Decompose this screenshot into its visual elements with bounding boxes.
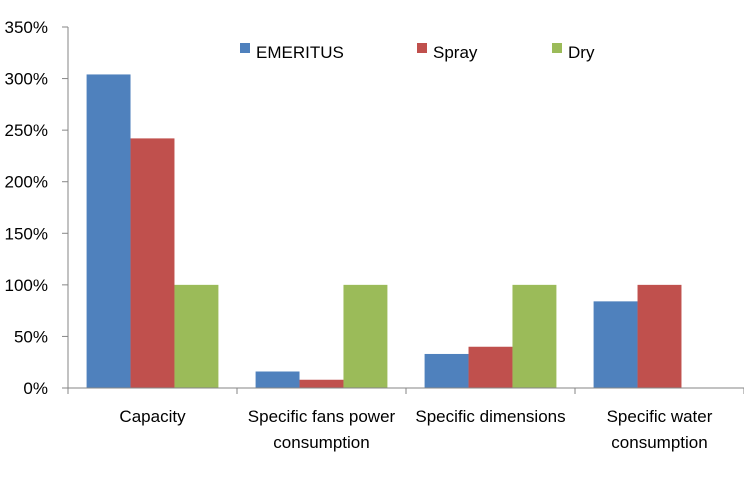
bar-dry [512,284,557,388]
bar-emeritus [593,301,638,388]
bar-emeritus [86,74,131,389]
bars [86,74,682,389]
legend: EMERITUS Spray Dry [240,43,595,62]
y-tick-label: 300% [5,70,48,89]
y-tick-label: 350% [5,18,48,37]
bar-dry [343,284,388,388]
x-axis: Capacity Specific fans power consumption Sp… [67,387,744,452]
y-tick-label: 100% [5,276,48,295]
x-category-label: Capacity [119,407,186,426]
bar-emeritus [255,371,300,388]
bar-spray [637,284,682,388]
y-tick-label: 200% [5,173,48,192]
bar-dry [174,284,219,388]
y-tick-label: 250% [5,121,48,140]
bar-spray [468,346,513,388]
bar-emeritus [424,353,469,388]
x-category-label: Specific dimensions [415,407,565,426]
bar-spray [299,379,344,388]
y-tick-label: 0% [23,379,48,398]
legend-label-dry: Dry [568,43,595,62]
x-category-label: Specific fans power consumption [248,407,396,452]
y-tick-label: 150% [5,224,48,243]
bar-spray [130,138,175,388]
legend-swatch-dry [552,43,562,53]
legend-label-spray: Spray [433,43,478,62]
legend-swatch-spray [417,43,427,53]
y-axis: 0% 50% 100% 150% 200% 250% 300% 350% [5,18,69,398]
legend-swatch-emeritus [240,43,250,53]
legend-label-emeritus: EMERITUS [256,43,344,62]
x-category-label: Specific water consumption [607,407,713,452]
y-tick-label: 50% [14,327,48,346]
